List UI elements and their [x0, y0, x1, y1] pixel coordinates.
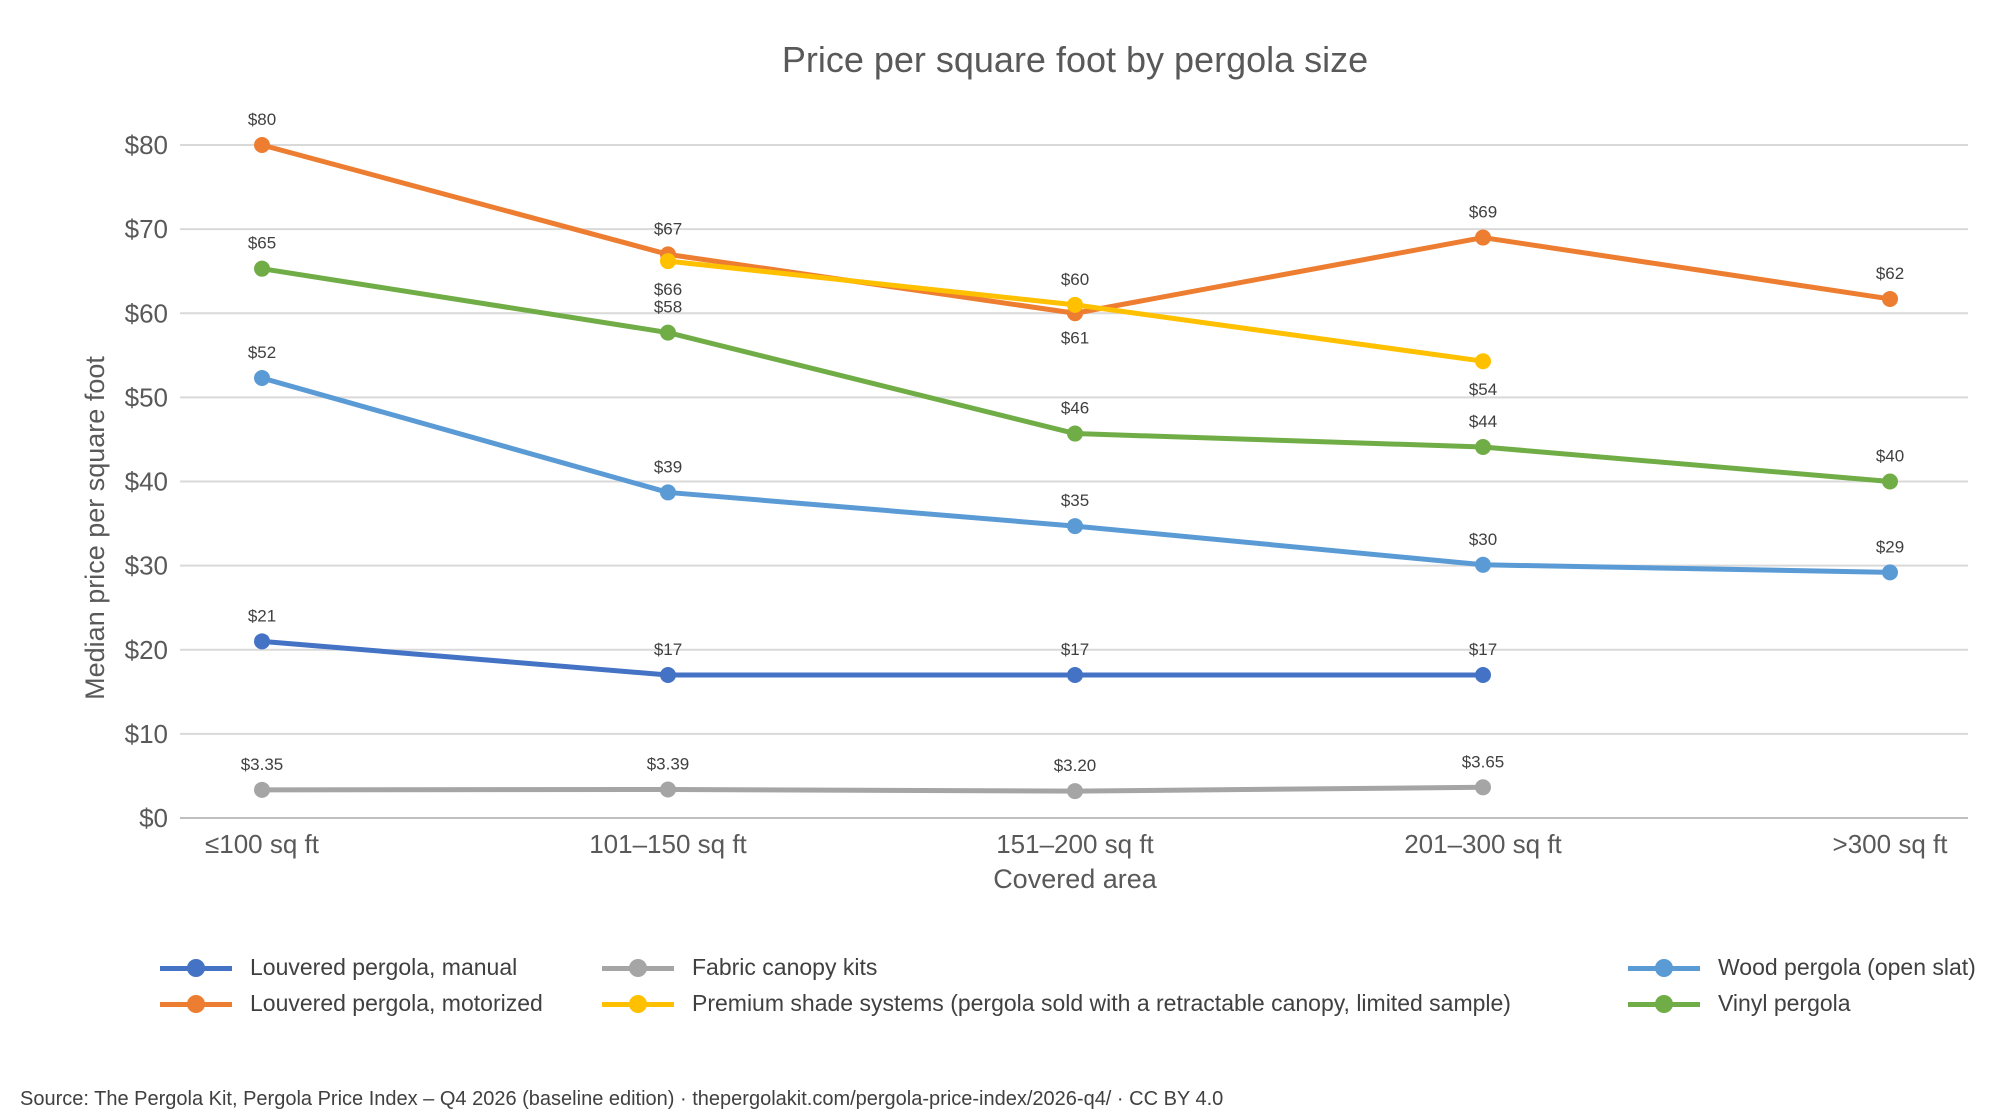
data-point — [1475, 666, 1491, 683]
source-note: Source: The Pergola Kit, Pergola Price I… — [20, 1088, 1224, 1110]
data-label: $35 — [1061, 491, 1089, 510]
data-point — [1067, 783, 1083, 800]
y-tick-label: $10 — [125, 719, 168, 749]
y-axis-label: Median price per square foot — [80, 356, 110, 700]
series-line — [259, 784, 1486, 794]
data-label: $17 — [654, 640, 682, 659]
data-labels-layer: $21 $17 $17 $17 $80 $67 $61 $69 $62 $3.35 $3.39 $3.… — [241, 110, 1904, 775]
data-point — [660, 781, 676, 798]
data-label: $69 — [1469, 203, 1497, 222]
data-point — [254, 781, 270, 798]
series-line — [259, 638, 1486, 678]
legend-swatch-marker — [1655, 994, 1673, 1013]
data-point — [1067, 518, 1083, 535]
legend-item: Wood pergola (open slat) — [1628, 954, 1976, 981]
data-point — [1475, 556, 1491, 573]
data-point — [1067, 425, 1083, 442]
data-point — [254, 137, 270, 153]
y-tick-label: $0 — [139, 803, 168, 833]
legend-item: Louvered pergola, manual — [160, 954, 517, 981]
data-label: $52 — [248, 343, 276, 362]
y-axis-ticks: $0 $10 $20 $30 $40 $50 $60 $70 $80 — [125, 130, 168, 833]
legend-swatch-marker — [187, 994, 205, 1013]
legend-item: Premium shade systems (pergola sold with… — [602, 990, 1511, 1017]
legend-swatch-marker — [187, 958, 205, 977]
chart-title: Price per square foot by pergola size — [782, 39, 1368, 80]
data-label: $44 — [1469, 412, 1497, 431]
data-label: $62 — [1876, 264, 1904, 283]
legend-item: Fabric canopy kits — [602, 954, 877, 981]
data-point — [1067, 666, 1083, 683]
data-point — [1475, 439, 1491, 456]
legend-swatch-marker — [629, 958, 647, 977]
data-label: $29 — [1876, 537, 1904, 556]
data-label: $30 — [1469, 530, 1497, 549]
data-label: $58 — [654, 298, 682, 317]
legend-swatch-marker — [1655, 958, 1673, 977]
data-point — [254, 260, 270, 277]
x-axis-ticks: ≤100 sq ft 101–150 sq ft 151–200 sq ft 201–… — [205, 829, 1948, 859]
legend-swatch — [160, 994, 232, 1014]
legend-item: Louvered pergola, motorized — [160, 990, 543, 1017]
legend-swatch-marker — [629, 994, 647, 1013]
data-point — [1882, 564, 1898, 581]
legend-label: Fabric canopy kits — [692, 954, 878, 980]
legend-swatch — [1628, 958, 1700, 978]
legend-item: Vinyl pergola — [1628, 990, 1851, 1017]
series-layer — [254, 137, 1898, 800]
data-label: $17 — [1469, 640, 1497, 659]
x-tick-label: 151–200 sq ft — [996, 829, 1154, 859]
x-tick-label: 101–150 sq ft — [589, 829, 747, 859]
data-label: $60 — [1061, 270, 1089, 289]
data-point — [1067, 296, 1083, 313]
y-tick-label: $50 — [125, 382, 168, 412]
legend-swatch — [160, 958, 232, 978]
x-tick-label: >300 sq ft — [1833, 829, 1949, 859]
data-label: $67 — [654, 219, 682, 238]
data-label: $66 — [654, 280, 682, 299]
data-point — [1882, 290, 1898, 307]
data-label: $3.65 — [1462, 752, 1505, 771]
y-tick-label: $40 — [125, 467, 168, 497]
legend-label: Vinyl pergola — [1718, 990, 1851, 1016]
x-axis-label: Covered area — [993, 864, 1158, 894]
data-label: $21 — [248, 606, 276, 625]
data-point — [254, 370, 270, 387]
legend-label: Premium shade systems (pergola sold with… — [692, 990, 1511, 1016]
x-tick-label: 201–300 sq ft — [1404, 829, 1562, 859]
legend-label: Louvered pergola, motorized — [250, 990, 543, 1016]
data-point — [660, 253, 676, 270]
data-label: $3.39 — [647, 754, 690, 773]
data-point — [660, 666, 676, 683]
data-label: $61 — [1061, 328, 1089, 347]
data-label: $3.20 — [1054, 756, 1097, 775]
data-point — [1475, 779, 1491, 796]
data-label: $54 — [1469, 380, 1497, 399]
y-tick-label: $30 — [125, 551, 168, 581]
legend-swatch — [602, 994, 674, 1014]
data-point — [660, 484, 676, 501]
data-label: $3.35 — [241, 755, 284, 774]
x-tick-label: ≤100 sq ft — [205, 829, 320, 859]
data-label: $39 — [654, 457, 682, 476]
y-tick-label: $60 — [125, 298, 168, 328]
data-point — [1882, 473, 1898, 490]
data-label: $65 — [248, 234, 276, 253]
data-point — [660, 324, 676, 341]
data-label: $46 — [1061, 399, 1089, 418]
y-tick-label: $80 — [125, 130, 168, 160]
data-label: $40 — [1876, 447, 1904, 466]
data-point — [254, 633, 270, 650]
data-label: $80 — [248, 110, 276, 129]
data-point — [1475, 353, 1491, 370]
legend-swatch — [602, 958, 674, 978]
data-label: $17 — [1061, 640, 1089, 659]
y-tick-label: $70 — [125, 214, 168, 244]
legend-swatch — [1628, 994, 1700, 1014]
data-point — [1475, 229, 1491, 246]
legend-label: Louvered pergola, manual — [250, 954, 518, 980]
y-tick-label: $20 — [125, 635, 168, 665]
legend-label: Wood pergola (open slat) — [1718, 954, 1976, 980]
